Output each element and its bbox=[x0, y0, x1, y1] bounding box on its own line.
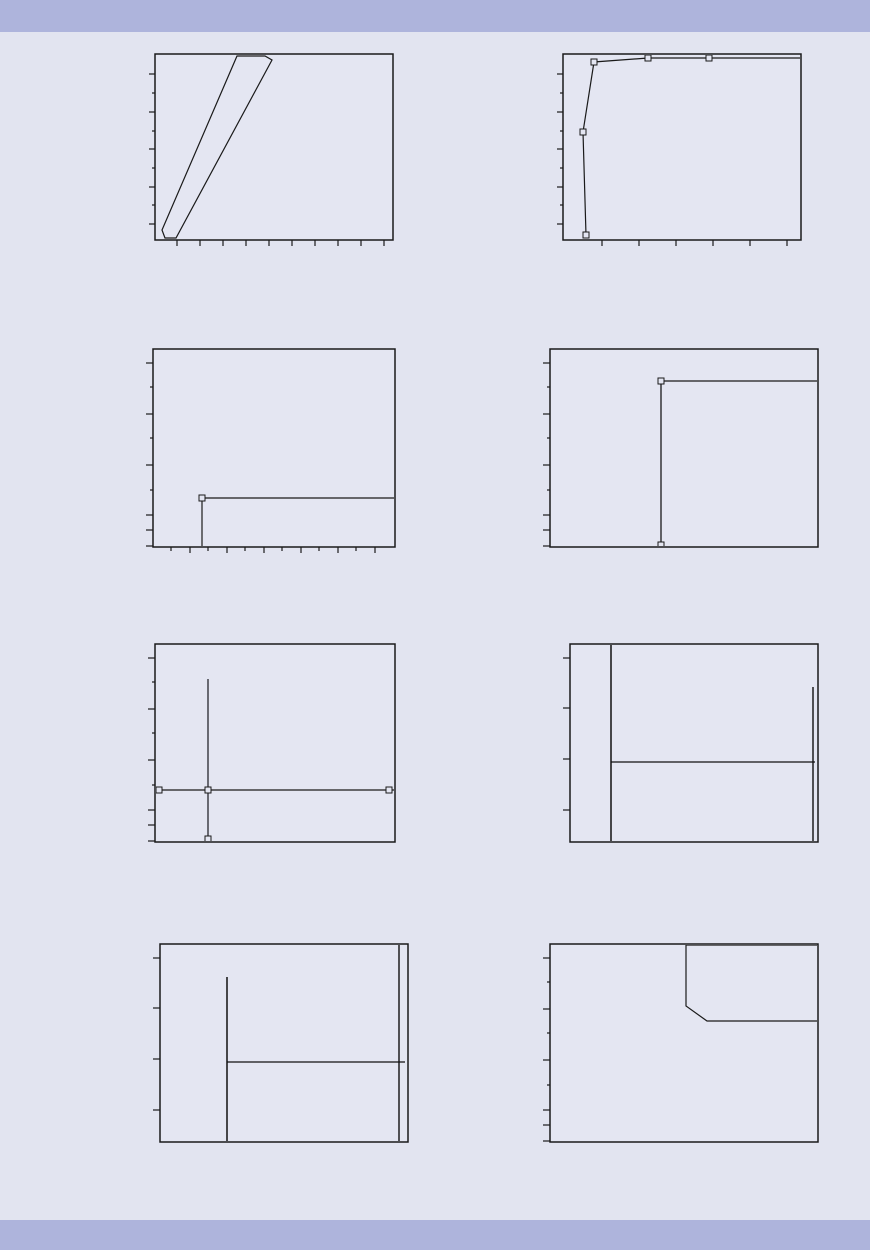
panel-h-plot bbox=[543, 943, 819, 1143]
panel-g-plot bbox=[153, 943, 409, 1143]
panel-d-plot bbox=[543, 348, 819, 548]
panel-a bbox=[0, 32, 435, 327]
panel-d bbox=[435, 327, 870, 622]
figure-canvas bbox=[0, 32, 870, 1220]
panel-f-plot bbox=[563, 643, 819, 843]
panel-b-plot bbox=[557, 53, 802, 246]
panel-g bbox=[0, 922, 435, 1220]
panel-e-plot bbox=[148, 643, 396, 843]
panel-h bbox=[435, 922, 870, 1220]
panel-b bbox=[435, 32, 870, 327]
panel-a-plot bbox=[149, 53, 394, 246]
panel-c-plot bbox=[146, 348, 396, 553]
panel-e bbox=[0, 622, 435, 922]
panel-f bbox=[435, 622, 870, 922]
panel-c bbox=[0, 327, 435, 622]
